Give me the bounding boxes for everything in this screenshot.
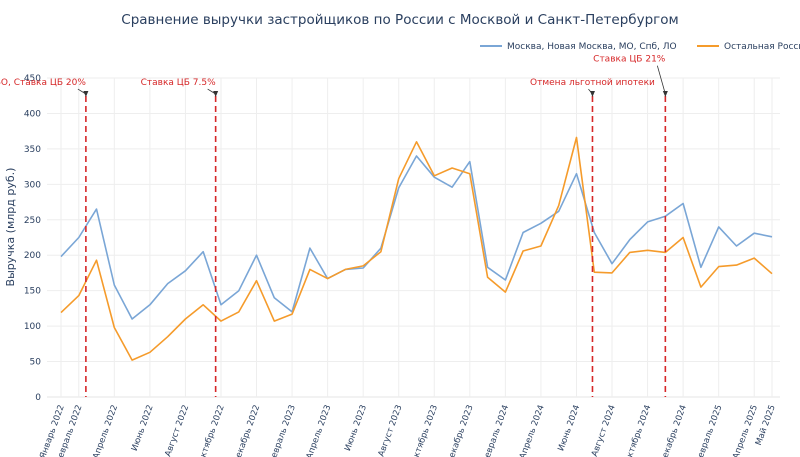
x-tick-label: Апрель 2024	[518, 404, 547, 457]
annotation-label-3: Отмена льготной ипотеки	[530, 78, 655, 88]
x-tick-label: Апрель 2022	[91, 404, 120, 457]
x-tick-label: Февраль 2024	[480, 404, 511, 457]
series-line-2	[60, 136, 773, 361]
y-tick-label: 350	[24, 145, 41, 155]
y-axis-ticks: 0 50 100 150 200 250 300 350 400 450	[24, 74, 41, 403]
annotation-arrowhead-1	[83, 91, 89, 97]
annotation-label-2: Ставка ЦБ 7.5%	[141, 78, 216, 88]
x-tick-label: Октябрь 2022	[196, 404, 227, 457]
legend: Москва, Новая Москва, МО, Спб, ЛО Остальн…	[480, 42, 800, 52]
chart-title: Сравнение выручки застройщиков по России…	[121, 12, 678, 28]
x-tick-label: Декабрь 2024	[658, 404, 689, 457]
x-tick-label: Август 2024	[590, 404, 618, 457]
x-tick-label: Апрель 2025	[731, 404, 760, 457]
y-tick-label: 450	[24, 74, 41, 84]
y-tick-label: 400	[24, 109, 41, 119]
x-tick-label: Декабрь 2022	[232, 404, 263, 457]
x-tick-label: Август 2022	[163, 404, 191, 457]
annotation-arrowhead-4	[662, 91, 668, 97]
y-tick-label: 50	[30, 358, 42, 368]
x-tick-label: Октябрь 2024	[623, 404, 654, 457]
x-tick-label: Август 2023	[377, 404, 405, 457]
y-tick-label: 100	[24, 322, 41, 332]
x-tick-label: Июнь 2023	[343, 404, 369, 453]
annotation-arrowhead-2	[213, 91, 219, 97]
annotation-arrow-4	[656, 65, 666, 95]
y-tick-label: 200	[24, 251, 41, 261]
x-tick-label: Апрель 2023	[305, 404, 334, 457]
y-tick-label: 300	[24, 180, 41, 190]
series-line-1	[60, 155, 773, 320]
annotation-arrowhead-3	[589, 91, 595, 97]
y-tick-label: 250	[24, 216, 41, 226]
legend-entry-2: Остальная Россия	[724, 42, 800, 52]
legend-entry-1: Москва, Новая Москва, МО, Спб, ЛО	[507, 42, 677, 52]
y-axis-label: Выручка (млрд руб.)	[4, 168, 17, 287]
x-tick-label: Октябрь 2023	[410, 404, 441, 457]
x-tick-label: Июнь 2022	[130, 404, 156, 453]
x-tick-label: Июнь 2024	[556, 404, 582, 453]
annotations: СВО, Ставка ЦБ 20% Ставка ЦБ 7.5% Отмена л…	[0, 55, 668, 397]
series-lines	[60, 136, 773, 361]
x-tick-label: Февраль 2025	[694, 404, 725, 457]
x-tick-label: Февраль 2023	[267, 404, 298, 457]
y-tick-label: 150	[24, 287, 41, 297]
y-tick-label: 0	[35, 393, 41, 403]
annotation-label-4: Ставка ЦБ 21%	[593, 55, 666, 65]
grid	[47, 77, 780, 398]
annotation-label-1: СВО, Ставка ЦБ 20%	[0, 78, 86, 88]
x-tick-label: Декабрь 2023	[445, 404, 476, 457]
